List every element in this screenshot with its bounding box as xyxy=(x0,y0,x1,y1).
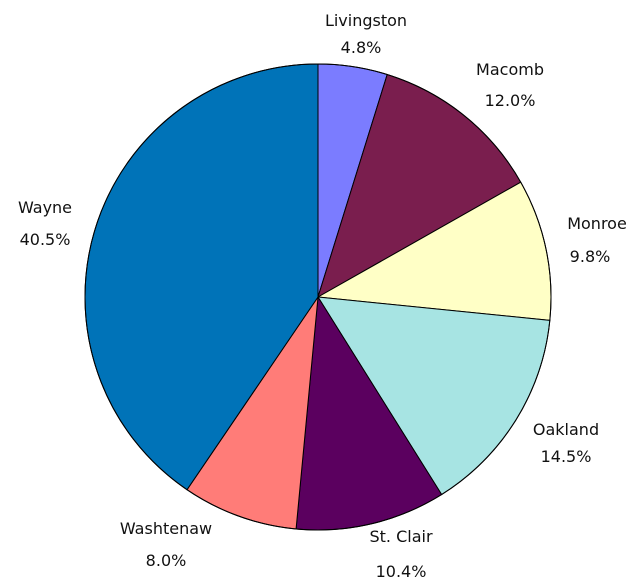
pie-slices xyxy=(84,63,552,531)
label-st-clair-value: 10.4% xyxy=(376,562,427,580)
label-washtenaw-value: 8.0% xyxy=(146,551,187,570)
label-macomb-value: 12.0% xyxy=(485,91,536,110)
pie-outline xyxy=(84,63,552,531)
label-monroe-name: Monroe xyxy=(567,214,627,233)
label-wayne-value: 40.5% xyxy=(20,230,71,249)
label-wayne-name: Wayne xyxy=(18,198,72,217)
label-oakland-value: 14.5% xyxy=(541,447,592,466)
label-st-clair-name: St. Clair xyxy=(369,527,432,546)
label-washtenaw-name: Washtenaw xyxy=(120,519,212,538)
label-macomb-name: Macomb xyxy=(476,60,544,79)
label-monroe-value: 9.8% xyxy=(570,247,611,266)
label-livingston-name: Livingston xyxy=(325,11,407,30)
label-oakland-name: Oakland xyxy=(533,420,599,439)
pie-labels: Livingston 4.8% Macomb 12.0% Monroe 9.8%… xyxy=(18,11,627,580)
label-livingston-value: 4.8% xyxy=(341,38,382,57)
